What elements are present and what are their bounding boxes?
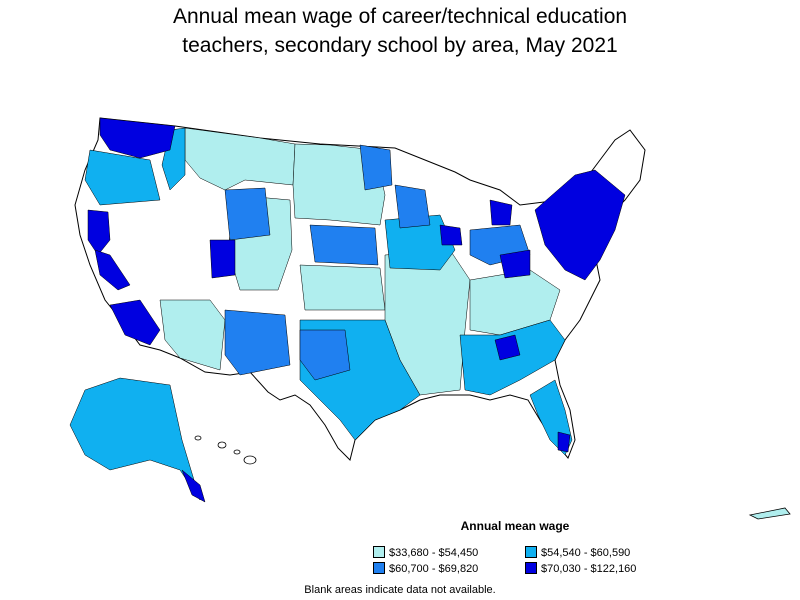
- region-north-dakota-east: [359, 144, 393, 191]
- region-arizona-nm: [159, 299, 226, 371]
- footnote: Blank areas indicate data not available.: [304, 584, 496, 596]
- region-oregon: [84, 149, 161, 206]
- map-title: Annual mean wage of career/technical edu…: [0, 2, 800, 60]
- regions-mid-high-wage: [224, 144, 531, 381]
- legend-item-2: $54,540 - $60,590: [525, 546, 630, 560]
- region-kansas-plains: [299, 264, 386, 311]
- region-california-bay: [94, 249, 131, 291]
- regions-high-wage: [87, 117, 626, 503]
- region-washington: [99, 117, 176, 159]
- region-alaska: [69, 377, 201, 501]
- legend-item-1: $33,680 - $54,450: [373, 546, 478, 560]
- region-montana: [184, 127, 296, 191]
- hawaii-islands: [194, 435, 257, 465]
- region-texas-panhandle: [299, 329, 351, 381]
- region-wyoming: [224, 187, 271, 241]
- region-pennsylvania: [499, 249, 531, 279]
- legend-swatch-3: [373, 562, 385, 574]
- region-miami: [557, 431, 571, 453]
- regions-low-wage: [69, 127, 561, 501]
- region-california-north: [87, 209, 111, 256]
- region-colorado-front: [209, 239, 236, 279]
- region-northeast-corridor: [534, 169, 626, 281]
- region-alaska-south: [181, 469, 206, 503]
- map-title-line-2: teachers, secondary school by area, May …: [182, 34, 618, 57]
- region-michigan: [489, 199, 513, 226]
- legend-item-4: $70,030 - $122,160: [525, 562, 636, 576]
- legend-item-3: $60,700 - $69,820: [373, 562, 478, 576]
- region-california-south: [109, 299, 161, 346]
- region-new-mexico: [224, 309, 291, 376]
- region-chicago: [439, 224, 463, 246]
- legend-swatch-4: [525, 562, 537, 574]
- region-iowa-missouri: [384, 214, 456, 271]
- map-title-line-1: Annual mean wage of career/technical edu…: [172, 5, 628, 28]
- legend-label-2: $54,540 - $60,590: [541, 547, 631, 559]
- legend-label-1: $33,680 - $54,450: [389, 547, 479, 559]
- legend-swatch-2: [525, 546, 537, 558]
- legend-swatch-1: [373, 546, 385, 558]
- puerto-rico-island: [748, 507, 791, 520]
- legend-title: Annual mean wage: [460, 519, 570, 533]
- region-nebraska: [309, 224, 379, 266]
- region-atlanta: [494, 334, 521, 361]
- legend-label-4: $70,030 - $122,160: [541, 563, 637, 575]
- region-minnesota: [394, 184, 431, 229]
- legend-label-3: $60,700 - $69,820: [389, 563, 479, 575]
- region-southeast: [459, 319, 566, 396]
